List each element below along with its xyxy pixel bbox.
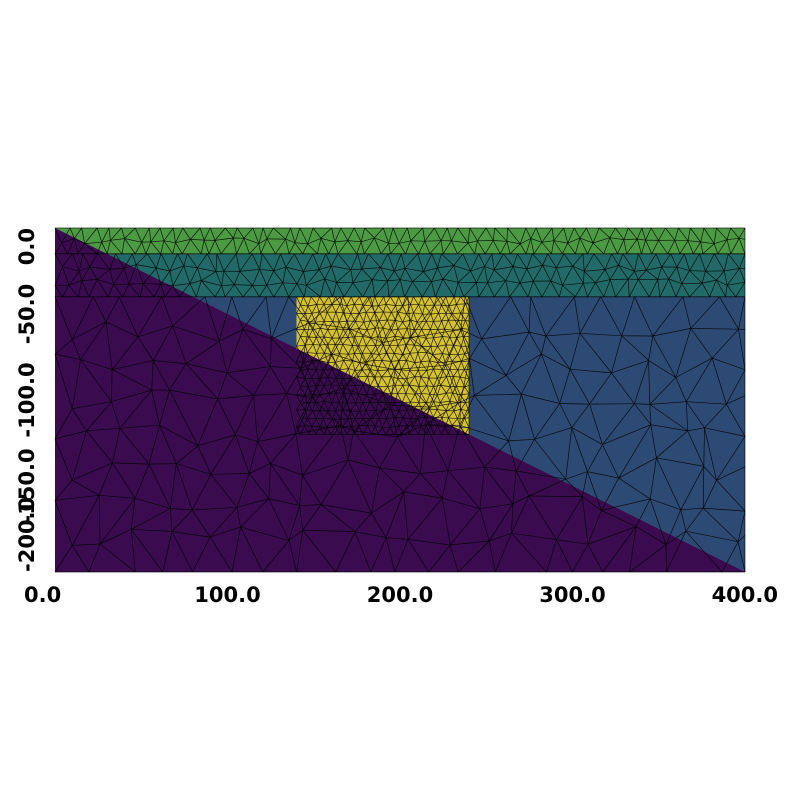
region-inclusion-block [296, 296, 469, 435]
triangle-mesh [54, 227, 746, 573]
y-tick-label: -200.0 [15, 497, 39, 572]
x-tick-label: 100.0 [194, 583, 260, 607]
region-top-layer [55, 228, 745, 254]
x-tick-label: 0.0 [24, 583, 61, 607]
y-axis-ticks: 0.0 -50.0 -100.0 -150.0-200.0 [15, 228, 39, 572]
y-tick-label: -100.0 [15, 362, 39, 437]
x-tick-label: 300.0 [539, 583, 605, 607]
y-tick-label: -150.0 [15, 448, 39, 523]
x-tick-label: 400.0 [712, 583, 778, 607]
x-axis-ticks: 0.0 100.0 200.0 300.0 400.0 [24, 583, 778, 607]
y-tick-label: 0.0 [15, 228, 39, 265]
region-second-layer [55, 253, 745, 297]
x-tick-label: 200.0 [367, 583, 433, 607]
y-tick-label: -50.0 [15, 284, 39, 345]
